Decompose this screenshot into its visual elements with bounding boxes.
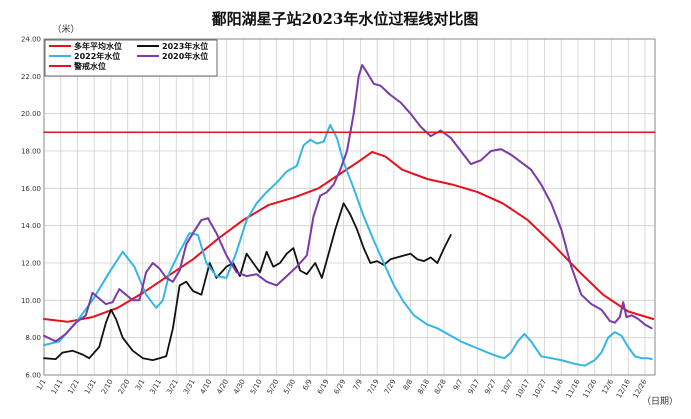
x-tick-label: 7/19: [366, 378, 381, 396]
series-line-1: [43, 202, 452, 362]
x-tick-label: 9/17: [466, 378, 481, 396]
x-tick-label: 9/27: [483, 378, 498, 396]
x-tick-label: 11/26: [581, 378, 598, 400]
x-tick-label: 12/6: [600, 378, 615, 396]
series-lines: [43, 64, 656, 367]
x-tick-label: 10/27: [531, 378, 548, 399]
y-tick-label: 12.00: [21, 260, 41, 268]
x-tick-label: 4/30: [232, 378, 247, 396]
x-tick-label: 4/10: [199, 378, 214, 396]
x-tick-label: 1/21: [66, 378, 81, 396]
legend-label: 2020年水位: [162, 51, 208, 61]
x-tick-label: 5/30: [282, 378, 297, 396]
x-tick-label: 2/10: [100, 378, 115, 396]
y-tick-label: 24.00: [21, 36, 41, 44]
x-tick-label: 2/20: [117, 378, 132, 396]
y-tick-label: 14.00: [21, 222, 41, 230]
y-tick-label: 10.00: [21, 297, 41, 305]
x-tick-label: 7/29: [383, 378, 398, 396]
chart-title: 鄱阳湖星子站2023年水位过程线对比图: [211, 10, 479, 28]
series-line-2: [43, 123, 653, 367]
x-tick-label: 11/6: [550, 378, 565, 396]
legend-box: [44, 39, 218, 77]
x-axis-unit-label: （日期）: [642, 396, 678, 407]
y-tick-label: 8.00: [25, 334, 41, 342]
y-tick-label: 16.00: [21, 185, 41, 193]
x-tick-label: 3/11: [148, 378, 163, 396]
x-tick-label: 10/17: [514, 378, 531, 399]
x-tick-label: 4/20: [215, 378, 230, 396]
x-tick-label: 6/19: [316, 378, 331, 396]
y-tick-label: 18.00: [21, 148, 41, 156]
plot-area: [43, 38, 656, 376]
x-tick-label: 8/18: [416, 378, 431, 396]
x-tick-label: 6/29: [333, 378, 348, 396]
grid-lines: [43, 38, 655, 376]
x-axis-ticks: 1/1 1/11 1/21 1/31 2/10 2/20 3/1 3/11 3/21 3/31 4/…: [35, 378, 649, 400]
legend-label: 2022年水位: [74, 51, 120, 61]
y-axis-ticks: 6.00 8.00 10.00 12.00 14.00 16.00 18.00 20.00 22…: [21, 36, 41, 380]
x-tick-label: 12/16: [615, 378, 632, 400]
x-tick-label: 3/1: [134, 378, 147, 392]
x-tick-label: 9/7: [452, 378, 465, 392]
series-line-3: [43, 64, 653, 343]
x-tick-label: 11/16: [565, 378, 582, 400]
x-tick-label: 7/9: [352, 378, 365, 392]
y-tick-label: 20.00: [21, 110, 41, 118]
x-tick-label: 5/20: [266, 378, 281, 396]
y-tick-label: 6.00: [25, 372, 41, 380]
x-tick-label: 8/8: [402, 378, 415, 392]
x-tick-label: 3/31: [182, 378, 197, 396]
legend-label: 警戒水位: [73, 61, 106, 71]
x-tick-label: 6/9: [301, 378, 314, 392]
series-line-0: [43, 150, 655, 323]
x-tick-label: 10/7: [500, 378, 515, 396]
x-tick-label: 1/31: [83, 378, 98, 396]
legend-label: 多年平均水位: [74, 41, 122, 51]
x-tick-label: 5/10: [249, 378, 264, 396]
y-tick-label: 22.00: [21, 73, 41, 81]
legend-label: 2023年水位: [162, 41, 208, 51]
x-tick-label: 8/28: [433, 378, 448, 396]
x-tick-label: 3/21: [165, 378, 180, 396]
y-axis-unit-label: （米）: [52, 23, 79, 35]
x-tick-label: 1/11: [50, 378, 65, 396]
x-tick-label: 1/1: [35, 378, 48, 392]
